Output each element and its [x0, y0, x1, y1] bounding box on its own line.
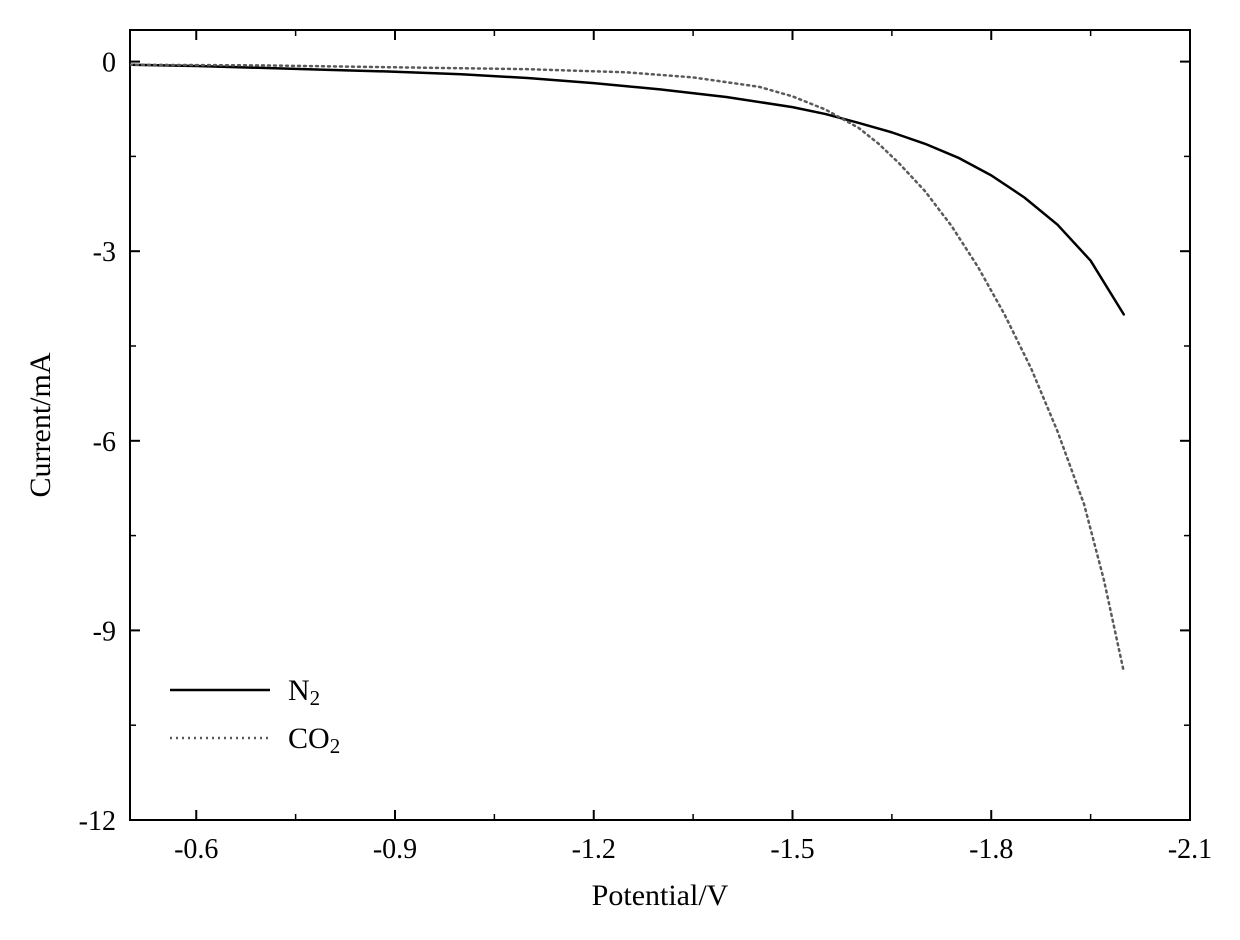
chart-container: -0.6 -0.9 -1.2 -1.5 -1.8 -2.1 0 -3 -6 -9 -12 Potent…: [0, 0, 1240, 940]
x-axis-label: Potential/V: [592, 879, 729, 912]
y-tick-label: -9: [93, 616, 116, 647]
y-tick-label: -12: [79, 806, 116, 837]
chart-bg: [0, 0, 1240, 940]
y-tick-label: -3: [93, 237, 116, 268]
chart-svg: -0.6 -0.9 -1.2 -1.5 -1.8 -2.1 0 -3 -6 -9 -12 Potent…: [0, 0, 1240, 940]
x-tick-label: -2.1: [1168, 834, 1212, 865]
x-tick-label: -0.9: [373, 834, 417, 865]
y-axis-label: Current/mA: [24, 352, 57, 497]
x-tick-label: -0.6: [174, 834, 218, 865]
y-tick-label: -6: [93, 427, 116, 458]
x-tick-label: -1.2: [572, 834, 616, 865]
y-tick-label: 0: [102, 48, 116, 79]
x-tick-label: -1.8: [969, 834, 1013, 865]
x-tick-label: -1.5: [770, 834, 814, 865]
